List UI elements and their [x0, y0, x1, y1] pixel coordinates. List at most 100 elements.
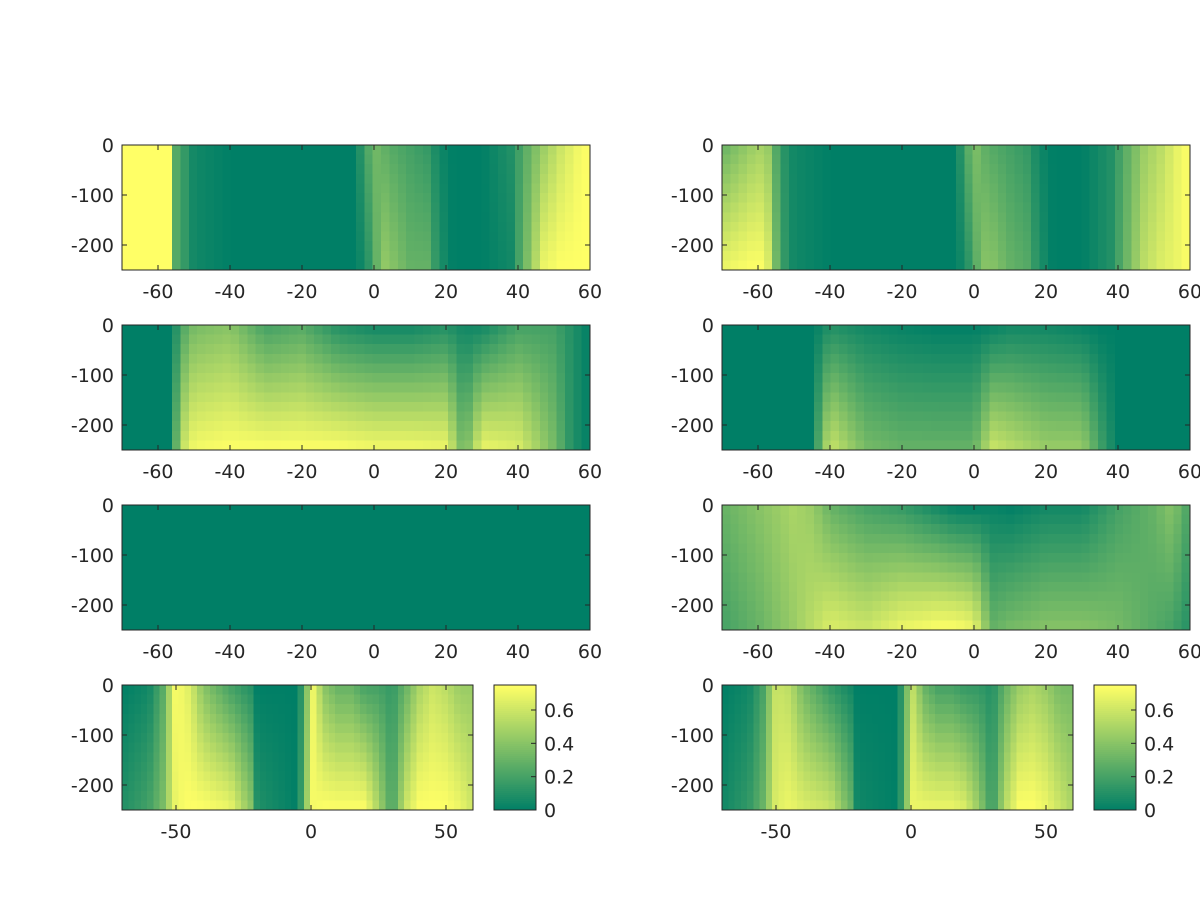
heatmap-cell: [1148, 231, 1158, 242]
heatmap-cell: [1081, 620, 1091, 631]
heatmap-cell: [364, 553, 374, 564]
heatmap-cell: [1031, 430, 1041, 441]
heatmap-cell: [1098, 363, 1108, 374]
heatmap-cell: [930, 620, 940, 631]
heatmap-cell: [389, 193, 399, 204]
heatmap-cell: [406, 145, 416, 156]
heatmap-cell: [372, 164, 382, 175]
heatmap-cells: [122, 685, 474, 811]
heatmap-cell: [514, 421, 524, 432]
heatmap-cell: [406, 241, 416, 252]
heatmap-cell: [780, 553, 790, 564]
heatmap-cell: [289, 250, 299, 261]
heatmap-cell: [1114, 363, 1124, 374]
heatmap-cell: [1173, 430, 1183, 441]
heatmap-cell: [1081, 212, 1091, 223]
heatmap-cell: [556, 421, 566, 432]
heatmap-cell: [180, 260, 190, 271]
heatmap-cell: [356, 553, 365, 564]
heatmap-cell: [805, 260, 815, 271]
heatmap-cell: [447, 533, 457, 545]
heatmap-cell: [839, 325, 848, 336]
heatmap-cell: [322, 250, 332, 261]
heatmap-cell: [122, 505, 131, 516]
heatmap-cell: [997, 373, 1007, 384]
heatmap-cell: [763, 373, 773, 384]
heatmap-cell: [797, 173, 807, 185]
heatmap-cell: [905, 260, 915, 271]
heatmap-cell: [1014, 392, 1024, 403]
heatmap-cell: [228, 704, 236, 715]
heatmap-cell: [314, 183, 324, 194]
heatmap-cell: [747, 524, 757, 535]
heatmap-cell: [180, 221, 190, 233]
heatmap-cell: [964, 591, 974, 602]
heatmap-cell: [930, 533, 940, 545]
heatmap-cell: [439, 591, 449, 602]
heatmap-cell: [163, 411, 173, 422]
heatmap-cell: [855, 591, 865, 602]
heatmap-cell: [1106, 591, 1116, 602]
heatmap-cell: [297, 543, 307, 554]
heatmap-cell: [1114, 334, 1124, 345]
heatmap-cell: [205, 610, 215, 621]
heatmap-cell: [1064, 562, 1074, 573]
heatmap-cell: [897, 421, 907, 432]
heatmap-cell: [1181, 440, 1191, 451]
heatmap-cell: [997, 620, 1007, 631]
heatmap-cell: [1031, 221, 1041, 233]
heatmap-cell: [172, 591, 182, 602]
heatmap-cell: [138, 572, 148, 583]
x-tick-label: -60: [742, 461, 773, 483]
heatmap-cell: [372, 591, 382, 602]
heatmap-cell: [356, 591, 365, 602]
heatmap-cell: [1181, 562, 1191, 573]
heatmap-cell: [266, 704, 274, 715]
heatmap-cell: [372, 193, 382, 204]
heatmap-cell: [130, 353, 140, 365]
heatmap-cell: [330, 591, 340, 602]
heatmap-cell: [847, 353, 857, 365]
heatmap-cell: [297, 572, 307, 583]
heatmap-cell: [564, 581, 574, 593]
heatmap-cell: [266, 771, 274, 782]
heatmap-cell: [272, 202, 282, 213]
heatmap-cell: [805, 543, 815, 554]
heatmap-cell: [172, 353, 182, 365]
heatmap-cell: [439, 421, 449, 432]
heatmap-cell: [1089, 610, 1099, 621]
heatmap-cell: [180, 514, 190, 525]
heatmap-cell: [939, 392, 949, 403]
heatmap-cell: [805, 344, 815, 355]
heatmap-cell: [230, 334, 240, 345]
heatmap-cell: [1089, 411, 1099, 422]
heatmap-cell: [972, 334, 982, 345]
heatmap-cell: [514, 562, 524, 573]
heatmap-cell: [498, 221, 508, 233]
heatmap-cell: [573, 344, 583, 355]
heatmap-cell: [222, 524, 232, 535]
heatmap-cell: [155, 505, 165, 516]
heatmap-cell: [1047, 514, 1057, 525]
heatmap-cell: [788, 392, 798, 403]
heatmap-cell: [1056, 344, 1066, 355]
heatmap-cell: [322, 562, 332, 573]
heatmap-cell: [155, 382, 165, 393]
heatmap-cell: [431, 241, 441, 252]
heatmap-cell: [205, 601, 215, 612]
heatmap-cell: [864, 401, 874, 413]
heatmap-cell: [780, 353, 790, 365]
heatmap-cell: [284, 752, 292, 763]
heatmap-cell: [456, 591, 466, 602]
heatmap-cell: [780, 344, 790, 355]
heatmap-cell: [272, 325, 282, 336]
heatmap-cell: [1089, 524, 1099, 535]
heatmap-cell: [147, 241, 157, 252]
heatmap-cell: [780, 202, 790, 213]
heatmap-cell: [772, 221, 782, 233]
heatmap-cell: [305, 164, 315, 175]
heatmap-cell: [747, 154, 757, 165]
heatmap-cell: [297, 581, 307, 593]
heatmap-cell: [930, 601, 940, 612]
heatmap-cell: [539, 440, 549, 451]
